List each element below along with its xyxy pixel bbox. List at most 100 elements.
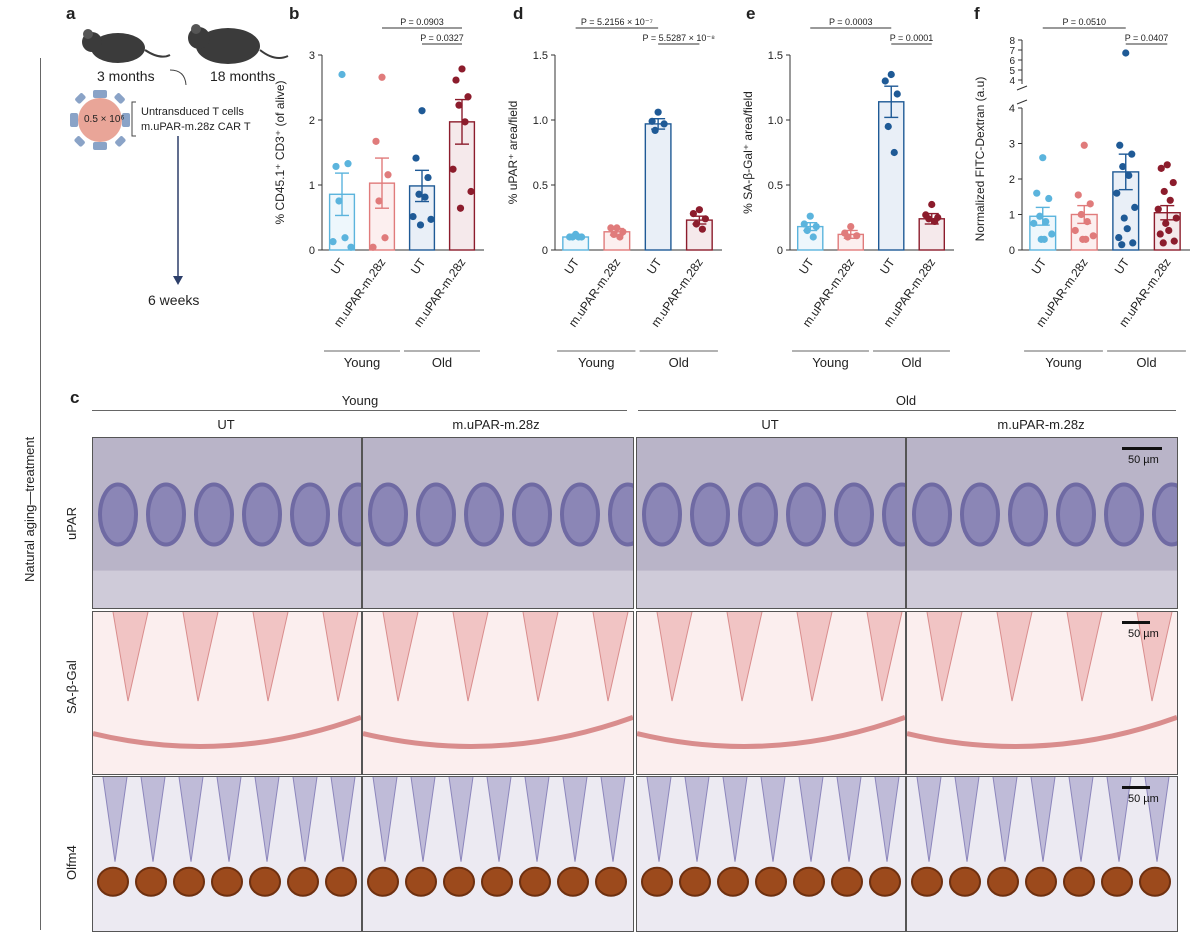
data-point (1125, 171, 1133, 180)
data-point (695, 206, 703, 214)
group-label: Old (669, 355, 689, 370)
data-point (458, 65, 466, 73)
data-point (424, 173, 432, 182)
data-point (1048, 230, 1056, 238)
data-point (893, 90, 901, 98)
x-tick-label: UT (877, 255, 898, 277)
panel-letter-b: b (289, 4, 300, 23)
y-tick-label-upper: 4 (1009, 76, 1015, 87)
scale-bar (1122, 447, 1162, 450)
data-point (1118, 241, 1126, 249)
data-point (928, 200, 936, 209)
panel-a-schematic (70, 24, 289, 285)
data-point (1131, 203, 1139, 211)
mouse-young-icon (82, 29, 171, 63)
y-tick-label: 1.5 (533, 50, 548, 62)
data-point (1082, 235, 1090, 243)
x-tick-label: UT (796, 255, 817, 277)
data-point (1083, 218, 1091, 226)
x-tick-label: UT (644, 255, 665, 277)
group-label: Young (578, 355, 614, 370)
data-point (1036, 212, 1044, 220)
age-young-label: 3 months (97, 68, 155, 84)
y-tick-label-upper: 7 (1009, 46, 1015, 57)
histology-image-olfm4-1 (362, 776, 634, 932)
group-label: Young (344, 355, 380, 370)
data-point (619, 228, 627, 236)
data-point (1071, 226, 1079, 235)
data-point (803, 226, 811, 235)
pvalue-label: P = 5.5287 × 10⁻⁸ (643, 33, 716, 43)
data-point (415, 190, 423, 198)
data-point (1040, 235, 1048, 243)
side-divider (40, 58, 41, 930)
x-tick-label: UT (1029, 255, 1050, 277)
histology-image-olfm4-2 (636, 776, 906, 932)
data-point (613, 224, 621, 232)
y-tick-label: 1.0 (768, 115, 783, 127)
data-point (616, 233, 624, 241)
row-label-sa-beta-gal: SA-β-Gal (64, 660, 79, 714)
y-tick-label: 0 (309, 245, 315, 257)
y-axis-label: % uPAR⁺ area/field (506, 101, 520, 205)
y-tick-label: 0 (542, 245, 548, 257)
data-point (1042, 218, 1050, 226)
y-tick-label: 2 (1009, 174, 1015, 186)
data-point (654, 108, 662, 116)
data-point (1115, 233, 1123, 242)
x-tick-label: UT (1112, 255, 1133, 277)
data-point (1129, 239, 1137, 247)
data-point (1169, 178, 1177, 187)
data-point (806, 212, 814, 220)
data-point (369, 243, 377, 251)
scale-bar-label: 50 µm (1128, 793, 1159, 805)
data-point (1030, 219, 1038, 227)
pvalue-label: P = 0.0327 (420, 33, 464, 43)
data-point (1165, 226, 1173, 235)
data-point (1163, 161, 1171, 169)
data-point (1113, 189, 1121, 197)
data-point (335, 197, 343, 205)
data-point (884, 122, 892, 131)
pvalue-label: P = 0.0903 (400, 17, 444, 27)
cell-count-label: 0.5 × 10⁶ (84, 114, 125, 125)
axis-break-mark (1016, 85, 1028, 91)
data-point (1120, 214, 1128, 222)
data-point (569, 233, 577, 241)
y-tick-label: 1 (309, 180, 315, 192)
data-point (1122, 49, 1130, 57)
histology-image-olfm4-0 (92, 776, 362, 932)
data-point (701, 215, 709, 223)
bar (877, 101, 905, 251)
group-label: Young (812, 355, 848, 370)
data-point (421, 193, 429, 201)
y-tick-label-upper: 5 (1009, 66, 1015, 77)
data-point (800, 220, 808, 228)
data-point (1033, 189, 1041, 197)
data-point (1123, 225, 1131, 233)
data-point (931, 217, 939, 225)
data-point (607, 224, 615, 232)
data-point (1162, 219, 1170, 227)
data-point (329, 238, 337, 246)
col-label-old-ut: UT (761, 417, 779, 432)
data-point (375, 197, 383, 205)
panel-letter-d: d (513, 4, 524, 23)
y-tick-label: 1.5 (768, 50, 783, 62)
pvalue-label: P = 0.0003 (829, 17, 873, 27)
data-point (464, 93, 472, 101)
data-point (372, 137, 380, 145)
data-point (1119, 162, 1127, 171)
histology-image-upar-1 (362, 437, 634, 609)
y-tick-label: 3 (1009, 139, 1015, 151)
data-point (381, 234, 389, 242)
y-tick-label: 4 (1009, 103, 1015, 115)
data-point (332, 162, 340, 171)
data-point (660, 120, 668, 128)
pvalue-label: P = 0.0001 (890, 33, 934, 43)
panel-letter-e: e (746, 4, 756, 23)
panel-letter-c: c (70, 388, 80, 407)
scale-bar (1122, 621, 1150, 624)
